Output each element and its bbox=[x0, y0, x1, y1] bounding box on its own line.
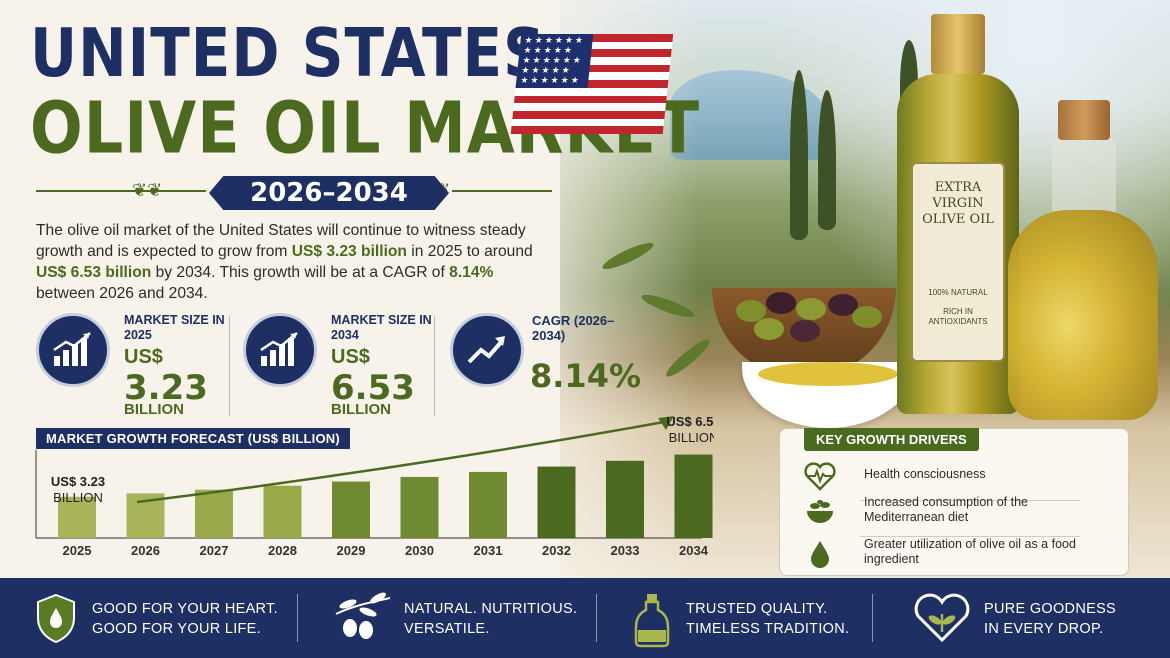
stat-unit: BILLION bbox=[331, 401, 391, 418]
driver-item: Increased consumption of the Mediterrane… bbox=[804, 495, 1104, 537]
x-tick-label: 2034 bbox=[679, 543, 709, 558]
x-tick-label: 2025 bbox=[63, 543, 92, 558]
stat-value: 3.23 bbox=[124, 368, 208, 408]
trend-arrowhead bbox=[658, 416, 674, 430]
olive bbox=[790, 320, 820, 342]
shield-drop-icon bbox=[34, 592, 86, 644]
stat-unit: BILLION bbox=[124, 401, 184, 418]
stat-market-size-2025: MARKET SIZE IN 2025 US$ 3.23 BILLION bbox=[36, 313, 226, 418]
divider bbox=[872, 594, 873, 642]
chart-bar bbox=[537, 466, 576, 538]
cypress-tree bbox=[790, 70, 808, 240]
x-tick-label: 2032 bbox=[542, 543, 571, 558]
olive bbox=[766, 292, 796, 314]
stat-cagr: CAGR (2026–2034) 8.14% bbox=[450, 313, 642, 417]
data-label-first-unit: BILLION bbox=[53, 490, 103, 505]
footer-text: PURE GOODNESS IN EVERY DROP. bbox=[984, 601, 1117, 637]
divider bbox=[596, 594, 597, 642]
chart-bar bbox=[332, 481, 370, 538]
footer-item: NATURAL. NUTRITIOUS. VERSATILE. bbox=[332, 578, 582, 658]
footer-item: PURE GOODNESS IN EVERY DROP. bbox=[912, 578, 1142, 658]
trend-arrow bbox=[136, 420, 665, 504]
us-flag-icon: ★★★★★★ ★★★★★ ★★★★★★ ★★★★★ ★★★★★★ bbox=[510, 34, 674, 134]
driver-text: Increased consumption of the Mediterrane… bbox=[864, 495, 1028, 524]
olive bbox=[754, 318, 784, 340]
stat-value: 8.14% bbox=[530, 357, 642, 395]
x-tick-label: 2028 bbox=[268, 543, 297, 558]
bottle-label-name: EXTRA VIRGIN OLIVE OIL bbox=[922, 180, 994, 227]
years-banner: ❦❦ ❦❦ 2026–2034 bbox=[36, 176, 552, 210]
chart-bar bbox=[400, 476, 439, 538]
heart-pulse-icon bbox=[804, 461, 836, 493]
years-label: 2026–2034 bbox=[209, 176, 449, 210]
chart-bar bbox=[606, 460, 644, 538]
heart-leaf-icon bbox=[912, 592, 970, 644]
chart-bar bbox=[263, 485, 302, 538]
salad-bowl-icon bbox=[804, 497, 836, 529]
bar-growth-icon bbox=[243, 313, 317, 387]
x-tick-label: 2030 bbox=[405, 543, 434, 558]
olive-sprig-icon: ❦❦ bbox=[132, 180, 163, 200]
footer-text: NATURAL. NUTRITIOUS. VERSATILE. bbox=[404, 601, 578, 637]
olive-oil-jug bbox=[1002, 100, 1162, 420]
driver-text: Health consciousness bbox=[864, 467, 986, 481]
bottle-label-rich: RICH IN ANTIOXIDANTS bbox=[928, 307, 988, 326]
olive bbox=[828, 294, 858, 316]
olive bbox=[852, 306, 882, 328]
x-tick-label: 2033 bbox=[611, 543, 640, 558]
cypress-tree bbox=[818, 90, 836, 230]
driver-item: Health consciousness bbox=[804, 459, 1104, 501]
title-line-1: UNITED STATES bbox=[30, 14, 546, 93]
data-label-last-unit: BILLION bbox=[669, 430, 714, 445]
chart-bar bbox=[58, 496, 96, 538]
oil-drop-icon bbox=[804, 539, 836, 571]
stat-label: MARKET SIZE IN 2034 bbox=[331, 313, 432, 342]
chart-bar bbox=[195, 489, 233, 538]
driver-item: Greater utilization of olive oil as a fo… bbox=[804, 537, 1104, 573]
stat-market-size-2034: MARKET SIZE IN 2034 US$ 6.53 BILLION bbox=[243, 313, 433, 418]
olive-oil-bottle: EXTRA VIRGIN OLIVE OIL 100% NATURAL RICH… bbox=[893, 14, 1023, 414]
chart-title: MARKET GROWTH FORECAST (US$ BILLION) bbox=[36, 428, 350, 449]
footer-banner: GOOD FOR YOUR HEART. GOOD FOR YOUR LIFE. … bbox=[0, 578, 1170, 658]
key-growth-drivers-panel: KEY GROWTH DRIVERS Health consciousness … bbox=[779, 428, 1129, 576]
bar-growth-icon bbox=[36, 313, 110, 387]
chart-bar bbox=[674, 454, 713, 538]
divider bbox=[434, 316, 435, 416]
oil-bottle-icon bbox=[632, 592, 684, 648]
footer-item: GOOD FOR YOUR HEART. GOOD FOR YOUR LIFE. bbox=[34, 578, 284, 658]
bottle-label-natural: 100% NATURAL bbox=[928, 288, 988, 297]
chart-bar bbox=[469, 471, 507, 538]
divider bbox=[297, 594, 298, 642]
x-tick-label: 2027 bbox=[200, 543, 229, 558]
olive bbox=[736, 300, 766, 322]
stat-value: 6.53 bbox=[331, 368, 415, 408]
x-tick-label: 2031 bbox=[474, 543, 503, 558]
olive bbox=[796, 298, 826, 320]
olive-branch-icon bbox=[332, 592, 391, 644]
stat-label: CAGR (2026–2034) bbox=[532, 313, 615, 343]
trend-arrow-icon bbox=[450, 313, 524, 387]
stat-currency: US$ bbox=[331, 346, 370, 368]
footer-text: TRUSTED QUALITY. TIMELESS TRADITION. bbox=[686, 601, 850, 637]
stat-label: MARKET SIZE IN 2025 bbox=[124, 313, 225, 342]
driver-text: Greater utilization of olive oil as a fo… bbox=[864, 537, 1076, 566]
growth-chart: 2025 2026 2027 2028 2029 2030 2031 2032 2033 2034… bbox=[35, 414, 714, 558]
stat-currency: US$ bbox=[124, 346, 163, 368]
data-label-first: US$ 3.23 bbox=[51, 474, 105, 489]
footer-item: TRUSTED QUALITY. TIMELESS TRADITION. bbox=[632, 578, 872, 658]
footer-text: GOOD FOR YOUR HEART. GOOD FOR YOUR LIFE. bbox=[92, 601, 278, 637]
intro-paragraph: The olive oil market of the United State… bbox=[36, 222, 533, 302]
bottle-label: EXTRA VIRGIN OLIVE OIL 100% NATURAL RICH… bbox=[911, 162, 1005, 362]
drivers-title: KEY GROWTH DRIVERS bbox=[804, 428, 979, 451]
x-tick-label: 2029 bbox=[337, 543, 366, 558]
x-tick-label: 2026 bbox=[131, 543, 160, 558]
data-label-last: US$ 6.53 bbox=[666, 414, 714, 429]
divider bbox=[229, 316, 230, 416]
